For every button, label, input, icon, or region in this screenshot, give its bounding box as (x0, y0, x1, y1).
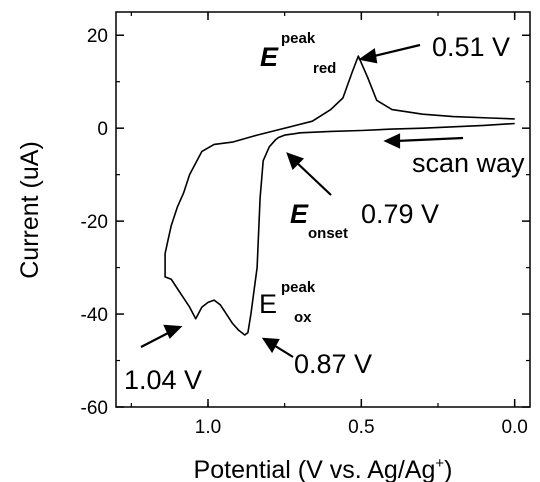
arrow-onset (294, 160, 332, 196)
x-axis-title: Potential (V vs. Ag/Ag+) (194, 455, 453, 482)
annotation-eox-sup: peak (281, 279, 316, 296)
annotation-ered-main: E (260, 42, 279, 72)
annotation-ered-value: 0.51 V (432, 32, 510, 62)
annotation-104-value: 1.04 V (124, 365, 202, 395)
arrow-scan (395, 136, 464, 143)
x-tick-label-2: 0.0 (501, 417, 527, 438)
y-tick-label-0: 20 (87, 26, 108, 47)
arrow-scan-head (383, 133, 401, 149)
y-tick-label-2: -20 (81, 212, 108, 233)
annotation-ered-sup: peak (281, 30, 316, 47)
ticks-layer: 1.0 0.5 0.0 20 0 -20 -40 -60 (81, 12, 530, 438)
annotation-ered-sub: red (313, 60, 336, 77)
plot-frame (115, 11, 531, 408)
series-layer (164, 55, 515, 336)
annotation-scan-way: scan way (412, 148, 525, 178)
annotation-eox-sub: ox (294, 309, 312, 326)
annotation-eox-value: 0.87 V (294, 349, 372, 379)
annotation-eonset-value: 0.79 V (361, 199, 439, 229)
arrow-ox-head (261, 337, 280, 354)
annotation-eonset-main: E (290, 199, 309, 229)
arrow-ered (369, 43, 421, 59)
annotation-arrows (140, 43, 464, 358)
annotation-eonset-sub: onset (308, 225, 348, 242)
y-tick-label-1: 0 (97, 119, 108, 140)
arrow-ered-head (358, 48, 378, 64)
arrow-104 (140, 330, 173, 348)
x-tick-label-1: 0.5 (348, 417, 374, 438)
arrow-104-head (163, 324, 183, 339)
x-tick-label-0: 1.0 (195, 417, 221, 438)
y-tick-label-4: -60 (81, 398, 108, 419)
arrow-onset-head (286, 152, 305, 171)
y-axis-title: Current (uA) (16, 141, 44, 279)
annotation-eox-main: E (259, 289, 277, 319)
y-tick-label-3: -40 (81, 305, 108, 326)
series-line-0 (164, 55, 515, 336)
